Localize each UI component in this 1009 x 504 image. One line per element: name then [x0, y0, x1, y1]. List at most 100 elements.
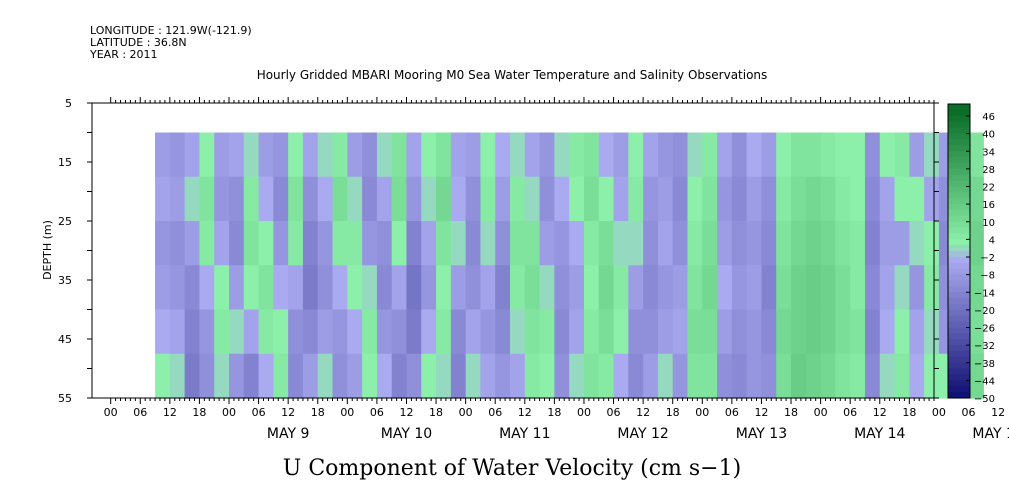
colorbar-segment	[948, 180, 970, 187]
colorbar-segment	[948, 145, 970, 152]
heatmap-cell	[539, 221, 555, 266]
heatmap-cell	[273, 309, 289, 355]
heatmap-cell	[805, 265, 822, 311]
heatmap-cell	[347, 221, 363, 266]
heatmap-cell	[864, 265, 881, 311]
heatmap-cell	[510, 221, 526, 266]
heatmap-cell	[894, 132, 910, 178]
colorbar-label: 46	[982, 112, 995, 123]
heatmap-cell	[480, 265, 496, 311]
heatmap-cell	[347, 132, 363, 178]
heatmap-cell	[657, 176, 674, 222]
heatmap-cell	[391, 221, 408, 266]
heatmap-cell	[273, 221, 289, 266]
x-tick-label: 18	[547, 406, 561, 419]
heatmap-cell	[243, 265, 260, 311]
heatmap-cell	[583, 353, 600, 399]
heatmap-cell	[731, 265, 748, 311]
heatmap-cell	[524, 265, 541, 311]
colorbar-segment	[948, 215, 970, 222]
heatmap-cell	[229, 132, 245, 178]
colorbar-segment	[948, 380, 970, 387]
x-tick-labels: 00 06 12 18 00 06 12 18 00 06 12 18 00 06 12 18 00 06 12 18…	[104, 406, 1005, 419]
x-tick-label: 06	[370, 406, 384, 419]
heatmap-cell	[184, 132, 201, 178]
heatmap-cell	[450, 221, 467, 266]
x-tick-label: 18	[784, 406, 798, 419]
heatmap-cell	[791, 132, 807, 178]
colorbar-segment	[948, 309, 970, 317]
heatmap-cell	[199, 176, 215, 222]
heatmap-cell	[657, 132, 674, 178]
heatmap-cell	[465, 265, 482, 311]
heatmap-cell	[864, 176, 881, 222]
heatmap-cell	[717, 353, 733, 399]
heatmap-cell	[450, 309, 467, 355]
colorbar-segment	[948, 174, 970, 181]
colorbar-segment	[948, 139, 970, 146]
heatmap-cell	[702, 221, 718, 266]
y-tick-label: 35	[58, 274, 72, 287]
heatmap-cell	[879, 221, 896, 266]
heatmap-cell	[450, 132, 467, 178]
heatmap-cell	[687, 176, 703, 222]
heatmap-cell	[850, 132, 866, 178]
heatmap-cell	[909, 132, 925, 178]
heatmap-cell	[406, 265, 422, 311]
heatmap-cell	[524, 353, 541, 399]
heatmap-cell	[761, 132, 777, 178]
heatmap-cell	[169, 309, 186, 355]
heatmap-cell	[376, 221, 393, 266]
heatmap-cell	[717, 221, 733, 266]
heatmap-cell	[495, 221, 511, 266]
colorbar-segment	[948, 121, 970, 128]
heatmap-cell	[406, 132, 422, 178]
heatmap-cell	[332, 221, 348, 266]
heatmap-cell	[436, 221, 452, 266]
heatmap-cell	[436, 353, 452, 399]
heatmap-cell	[791, 176, 807, 222]
heatmap-cell	[613, 309, 629, 355]
heatmap-cell	[376, 176, 393, 222]
heatmap-cell	[672, 353, 689, 399]
heatmap-cell	[480, 309, 496, 355]
heatmap-cell	[480, 176, 496, 222]
heatmap-cell	[894, 176, 910, 222]
colorbar-segment	[948, 227, 970, 234]
colorbar-segment	[948, 303, 970, 311]
heatmap-cell	[510, 353, 526, 399]
heatmap-cell	[288, 265, 304, 311]
heatmap-cell	[717, 132, 733, 178]
heatmap-cell	[613, 132, 629, 178]
heatmap-cell	[184, 353, 201, 399]
x-tick-label: 18	[666, 406, 680, 419]
heatmap-cell	[317, 309, 334, 355]
heatmap-cell	[657, 309, 674, 355]
heatmap-cell	[835, 176, 851, 222]
heatmap-cell	[731, 353, 748, 399]
heatmap-cell	[746, 132, 763, 178]
colorbar-label: 16	[982, 200, 995, 211]
colorbar-segment	[948, 209, 970, 217]
heatmap-cell	[731, 221, 748, 266]
heatmap-cell	[362, 132, 378, 178]
heatmap-cell	[791, 309, 807, 355]
heatmap-cell	[347, 265, 363, 311]
heatmap-cell	[155, 353, 171, 399]
x-tick-label: 00	[932, 406, 946, 419]
heatmap-cell	[672, 132, 689, 178]
heatmap-cell	[317, 221, 334, 266]
heatmap-cell	[317, 353, 334, 399]
heatmap-cell	[628, 132, 644, 178]
colorbar-segment	[948, 239, 970, 246]
colorbar-label: −44	[974, 376, 995, 387]
x-tick-label: 12	[281, 406, 295, 419]
heatmap-cell	[746, 176, 763, 222]
colorbar-label: −26	[974, 324, 995, 335]
heatmap-cell	[510, 265, 526, 311]
heatmap-cell	[879, 176, 896, 222]
heatmap-cell	[835, 132, 851, 178]
x-tick-label: 06	[488, 406, 502, 419]
heatmap-cell	[672, 265, 689, 311]
heatmap-cell	[805, 353, 822, 399]
